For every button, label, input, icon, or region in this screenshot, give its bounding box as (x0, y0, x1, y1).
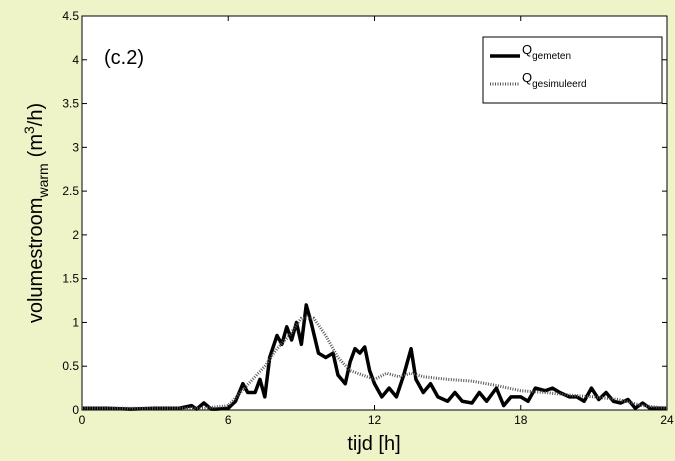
line (82, 316, 668, 410)
legend-label: Qgesimuleerd (522, 70, 587, 90)
legend (482, 36, 663, 104)
y-tick-label: 1.5 (62, 272, 79, 286)
y-tick-label: 2.5 (62, 184, 79, 198)
y-tick-label: 4 (72, 53, 79, 67)
legend-name: Q (522, 70, 532, 85)
x-tick-label: 18 (514, 413, 528, 427)
y-tick-label: 0.5 (62, 359, 79, 373)
x-tick-label: 0 (79, 413, 86, 427)
y-tick-label: 4.5 (62, 9, 79, 23)
x-tick-label: 12 (368, 413, 382, 427)
y-label-sub: warm (35, 163, 51, 198)
legend-name: Q (522, 42, 532, 57)
x-axis-label: tijd [h] (347, 433, 400, 455)
y-tick-label: 3.5 (62, 97, 79, 111)
legend-name-sub: gesimuleerd (532, 79, 586, 90)
y-tick-label: 2 (72, 228, 79, 242)
x-tick-label: 6 (225, 413, 232, 427)
y-label-unit-end: /h) (25, 103, 47, 126)
legend-name-sub: gemeten (532, 51, 571, 62)
legend-label: Qgemeten (522, 42, 571, 62)
y-label-sup: 3 (21, 126, 37, 134)
y-tick-label: 3 (72, 140, 79, 154)
y-tick-label: 0 (72, 403, 79, 417)
y-axis-label: volumestroomwarm (m3/h) (21, 103, 51, 323)
annotation: (c.2) (104, 47, 144, 69)
y-label-unit: (m (25, 134, 47, 157)
y-label-main: volumestroom (25, 198, 47, 324)
x-tick-label: 24 (660, 413, 674, 427)
y-tick-label: 1 (72, 315, 79, 329)
